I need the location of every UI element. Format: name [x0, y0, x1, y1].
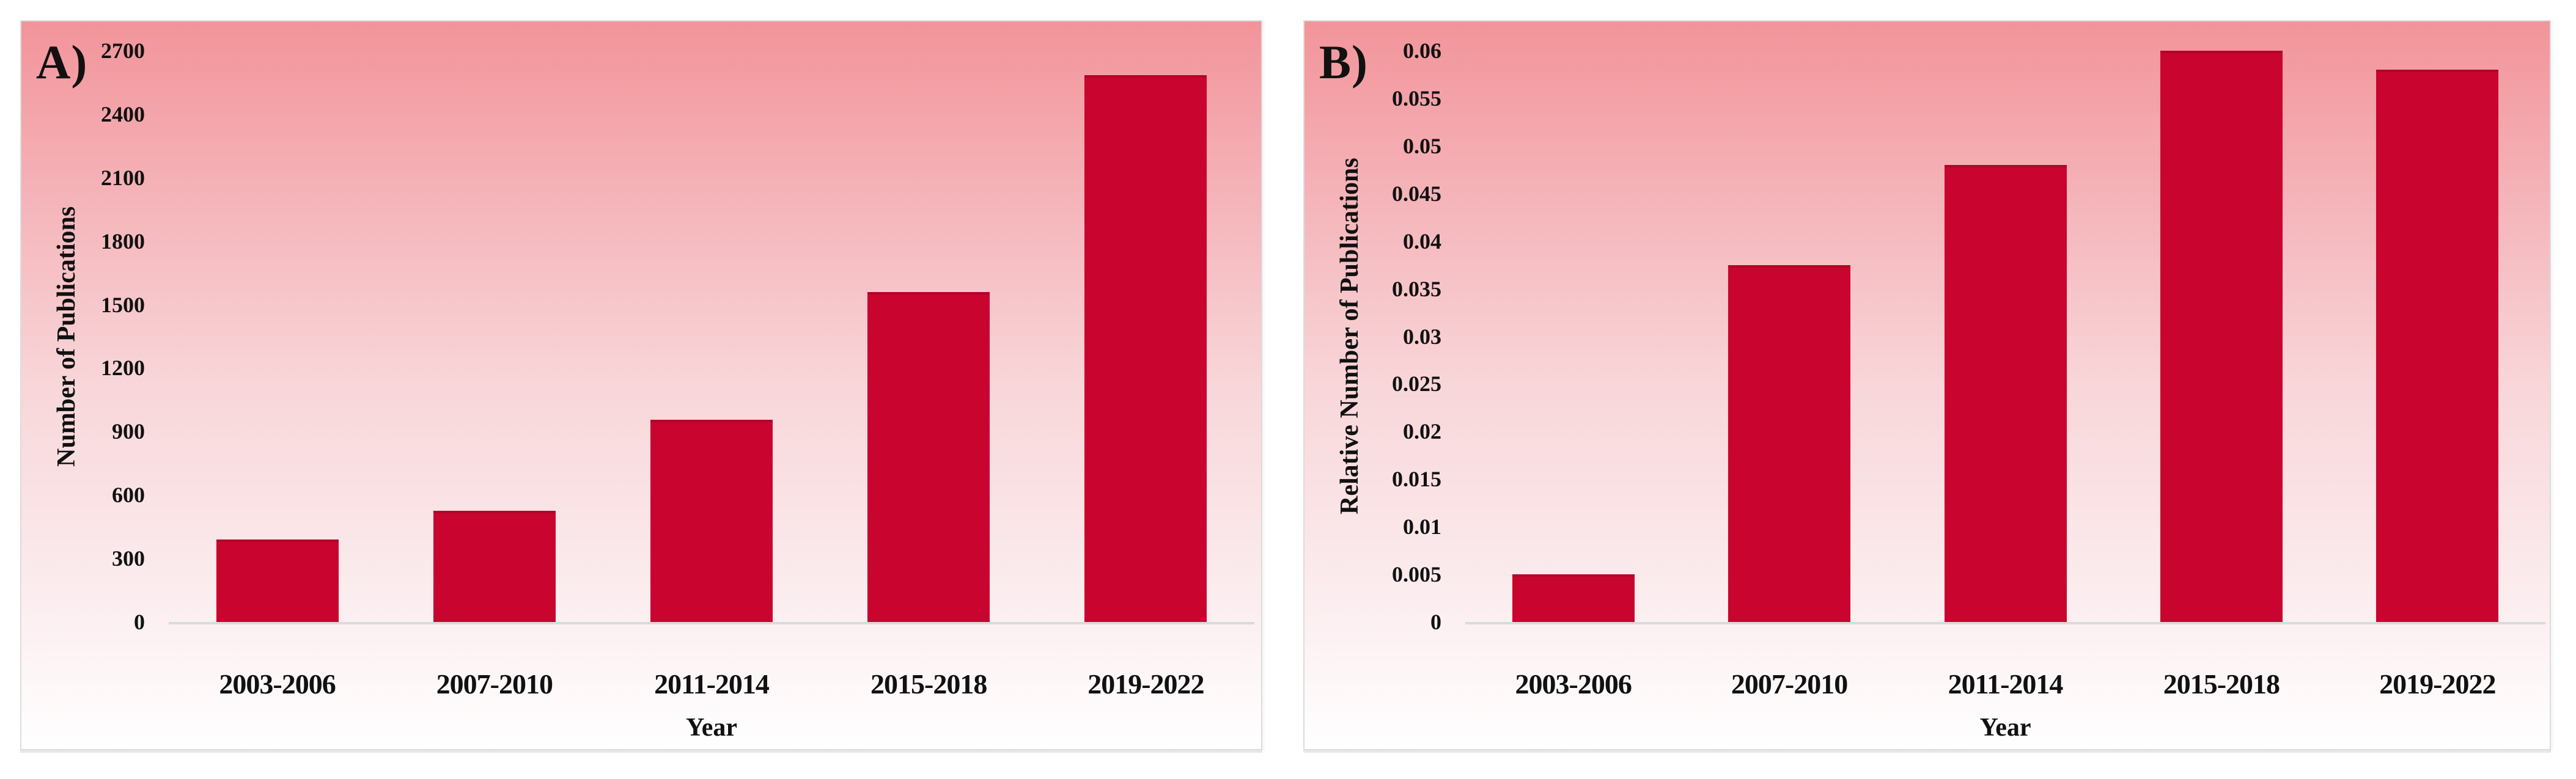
y-tick-label: 1500 [101, 292, 145, 317]
y-tick-label: 600 [112, 483, 145, 508]
panel-b-card: B) Relative Number of Publications 0 0.00… [1303, 20, 2551, 750]
panel-b-label: B) [1319, 35, 1368, 89]
x-tick-label: 2015-2018 [870, 668, 987, 700]
x-tick-label: 2003-2006 [1515, 668, 1632, 700]
bar-2007-2010 [1728, 265, 1851, 622]
y-tick-label: 0.02 [1403, 419, 1441, 444]
x-axis-title-a: Year [686, 714, 737, 742]
bar-2019-2022 [2376, 70, 2499, 622]
y-tick-label: 300 [112, 546, 145, 571]
bar-2007-2010 [433, 511, 556, 622]
x-tick-label: 2015-2018 [2163, 668, 2280, 700]
y-tick-label: 1800 [101, 229, 145, 254]
y-tick-label: 0.055 [1392, 86, 1441, 111]
x-axis-line-a [169, 622, 1254, 624]
x-tick-label: 2007-2010 [1731, 668, 1848, 700]
x-tick-label: 2019-2022 [1087, 668, 1204, 700]
y-axis-title-a: Number of Publications [53, 206, 81, 467]
y-tick-label: 2700 [101, 38, 145, 63]
x-axis-title-b: Year [1979, 714, 2031, 742]
y-tick-label: 2400 [101, 101, 145, 126]
y-tick-label: 1200 [101, 356, 145, 381]
x-tick-label: 2011-2014 [1948, 668, 2064, 700]
bar-2003-2006 [1512, 574, 1635, 622]
y-tick-label: 2100 [101, 165, 145, 190]
y-tick-label: 0.045 [1392, 181, 1441, 206]
y-tick-label: 0.01 [1403, 514, 1441, 539]
panel-a-card: A) Number of Publications 0 300 600 900 1200… [20, 20, 1262, 750]
x-axis-line-b [1465, 622, 2545, 624]
y-tick-label: 0.05 [1403, 133, 1441, 158]
bar-2019-2022 [1084, 75, 1207, 622]
y-tick-label: 900 [112, 419, 145, 444]
x-tick-label: 2007-2010 [436, 668, 553, 700]
panel-a-label: A) [36, 35, 88, 89]
y-tick-label: 0 [1430, 610, 1441, 634]
bar-2015-2018 [2160, 51, 2283, 622]
bar-2003-2006 [216, 539, 339, 622]
y-tick-label: 0.015 [1392, 467, 1441, 492]
x-tick-label: 2003-2006 [219, 668, 336, 700]
y-tick-label: 0.005 [1392, 562, 1441, 587]
bar-2011-2014 [650, 420, 773, 622]
x-tick-label: 2019-2022 [2379, 668, 2496, 700]
y-tick-label: 0.03 [1403, 324, 1441, 349]
x-tick-label: 2011-2014 [654, 668, 770, 700]
bar-2015-2018 [867, 291, 990, 622]
y-tick-label: 0 [134, 610, 145, 634]
y-tick-label: 0.04 [1403, 229, 1441, 254]
bar-2011-2014 [1944, 165, 2067, 622]
y-tick-label: 0.035 [1392, 276, 1441, 301]
y-tick-label: 0.06 [1403, 38, 1441, 63]
y-tick-label: 0.025 [1392, 371, 1441, 397]
